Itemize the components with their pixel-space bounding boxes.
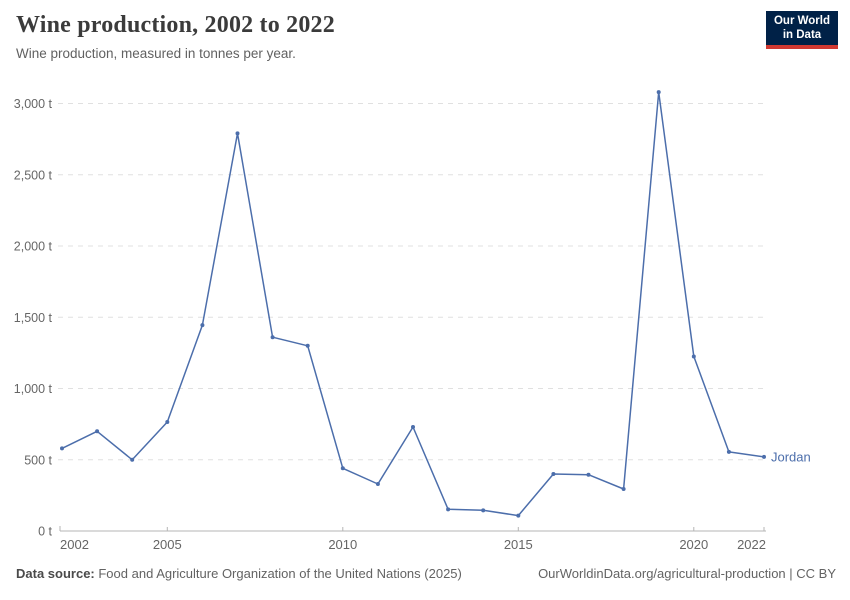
owid-logo-line1: Our World bbox=[773, 14, 830, 27]
license-note: OurWorldinData.org/agricultural-producti… bbox=[538, 566, 836, 581]
x-axis-tick-label: 2002 bbox=[60, 537, 89, 552]
owid-logo[interactable]: Our World in Data bbox=[766, 11, 838, 49]
y-axis-tick-label: 1,000 t bbox=[14, 382, 53, 396]
x-axis-tick-label: 2022 bbox=[737, 537, 766, 552]
data-source-note: Data source: Food and Agriculture Organi… bbox=[16, 566, 462, 581]
data-point[interactable] bbox=[656, 90, 661, 95]
line-chart-plot[interactable]: 0 t 500 t 1,000 t 1,500 t 2,000 t 2,500 t 3,00… bbox=[0, 78, 850, 560]
data-point[interactable] bbox=[446, 507, 451, 512]
chart-header: Wine production, 2002 to 2022 Wine produ… bbox=[16, 12, 756, 61]
data-point[interactable] bbox=[200, 323, 205, 328]
y-axis-tick-label: 0 t bbox=[38, 525, 52, 539]
data-point[interactable] bbox=[586, 472, 591, 477]
y-axis-tick-label: 2,500 t bbox=[14, 168, 53, 182]
x-axis-tick-label: 2015 bbox=[504, 537, 533, 552]
y-axis-tick-label: 500 t bbox=[24, 453, 52, 467]
data-point[interactable] bbox=[375, 481, 380, 486]
data-source-text: Food and Agriculture Organization of the… bbox=[94, 566, 462, 581]
x-axis-tick-label: 2010 bbox=[328, 537, 357, 552]
y-axis-tick-label: 3,000 t bbox=[14, 97, 53, 111]
data-point[interactable] bbox=[411, 424, 415, 429]
data-point[interactable] bbox=[305, 343, 310, 348]
data-point[interactable] bbox=[60, 446, 64, 451]
chart-subtitle: Wine production, measured in tonnes per … bbox=[16, 46, 296, 61]
y-axis-tick-label: 2,000 t bbox=[14, 240, 53, 254]
data-point[interactable] bbox=[691, 354, 696, 359]
data-point[interactable] bbox=[95, 429, 100, 434]
data-point[interactable] bbox=[165, 419, 170, 424]
data-point[interactable] bbox=[481, 508, 486, 513]
data-point[interactable] bbox=[340, 466, 345, 471]
chart-footer: Data source: Food and Agriculture Organi… bbox=[16, 566, 836, 581]
owid-logo-line2: in Data bbox=[782, 29, 822, 41]
x-axis-tick-label: 2005 bbox=[153, 537, 182, 552]
data-point[interactable] bbox=[130, 457, 135, 462]
data-point[interactable] bbox=[516, 513, 521, 518]
data-point[interactable] bbox=[270, 335, 275, 340]
chart-title: Wine production, 2002 to 2022 bbox=[16, 12, 335, 38]
data-point[interactable] bbox=[235, 131, 240, 136]
data-point[interactable] bbox=[726, 449, 731, 454]
series-line[interactable] bbox=[61, 91, 765, 517]
entity-label[interactable]: Jordan bbox=[771, 449, 811, 464]
data-point[interactable] bbox=[762, 454, 766, 459]
y-axis-tick-label: 1,500 t bbox=[14, 311, 53, 325]
data-point[interactable] bbox=[551, 472, 556, 476]
data-source-label: Data source: bbox=[16, 566, 95, 581]
data-point[interactable] bbox=[621, 486, 626, 491]
x-axis-tick-label: 2020 bbox=[679, 537, 708, 552]
